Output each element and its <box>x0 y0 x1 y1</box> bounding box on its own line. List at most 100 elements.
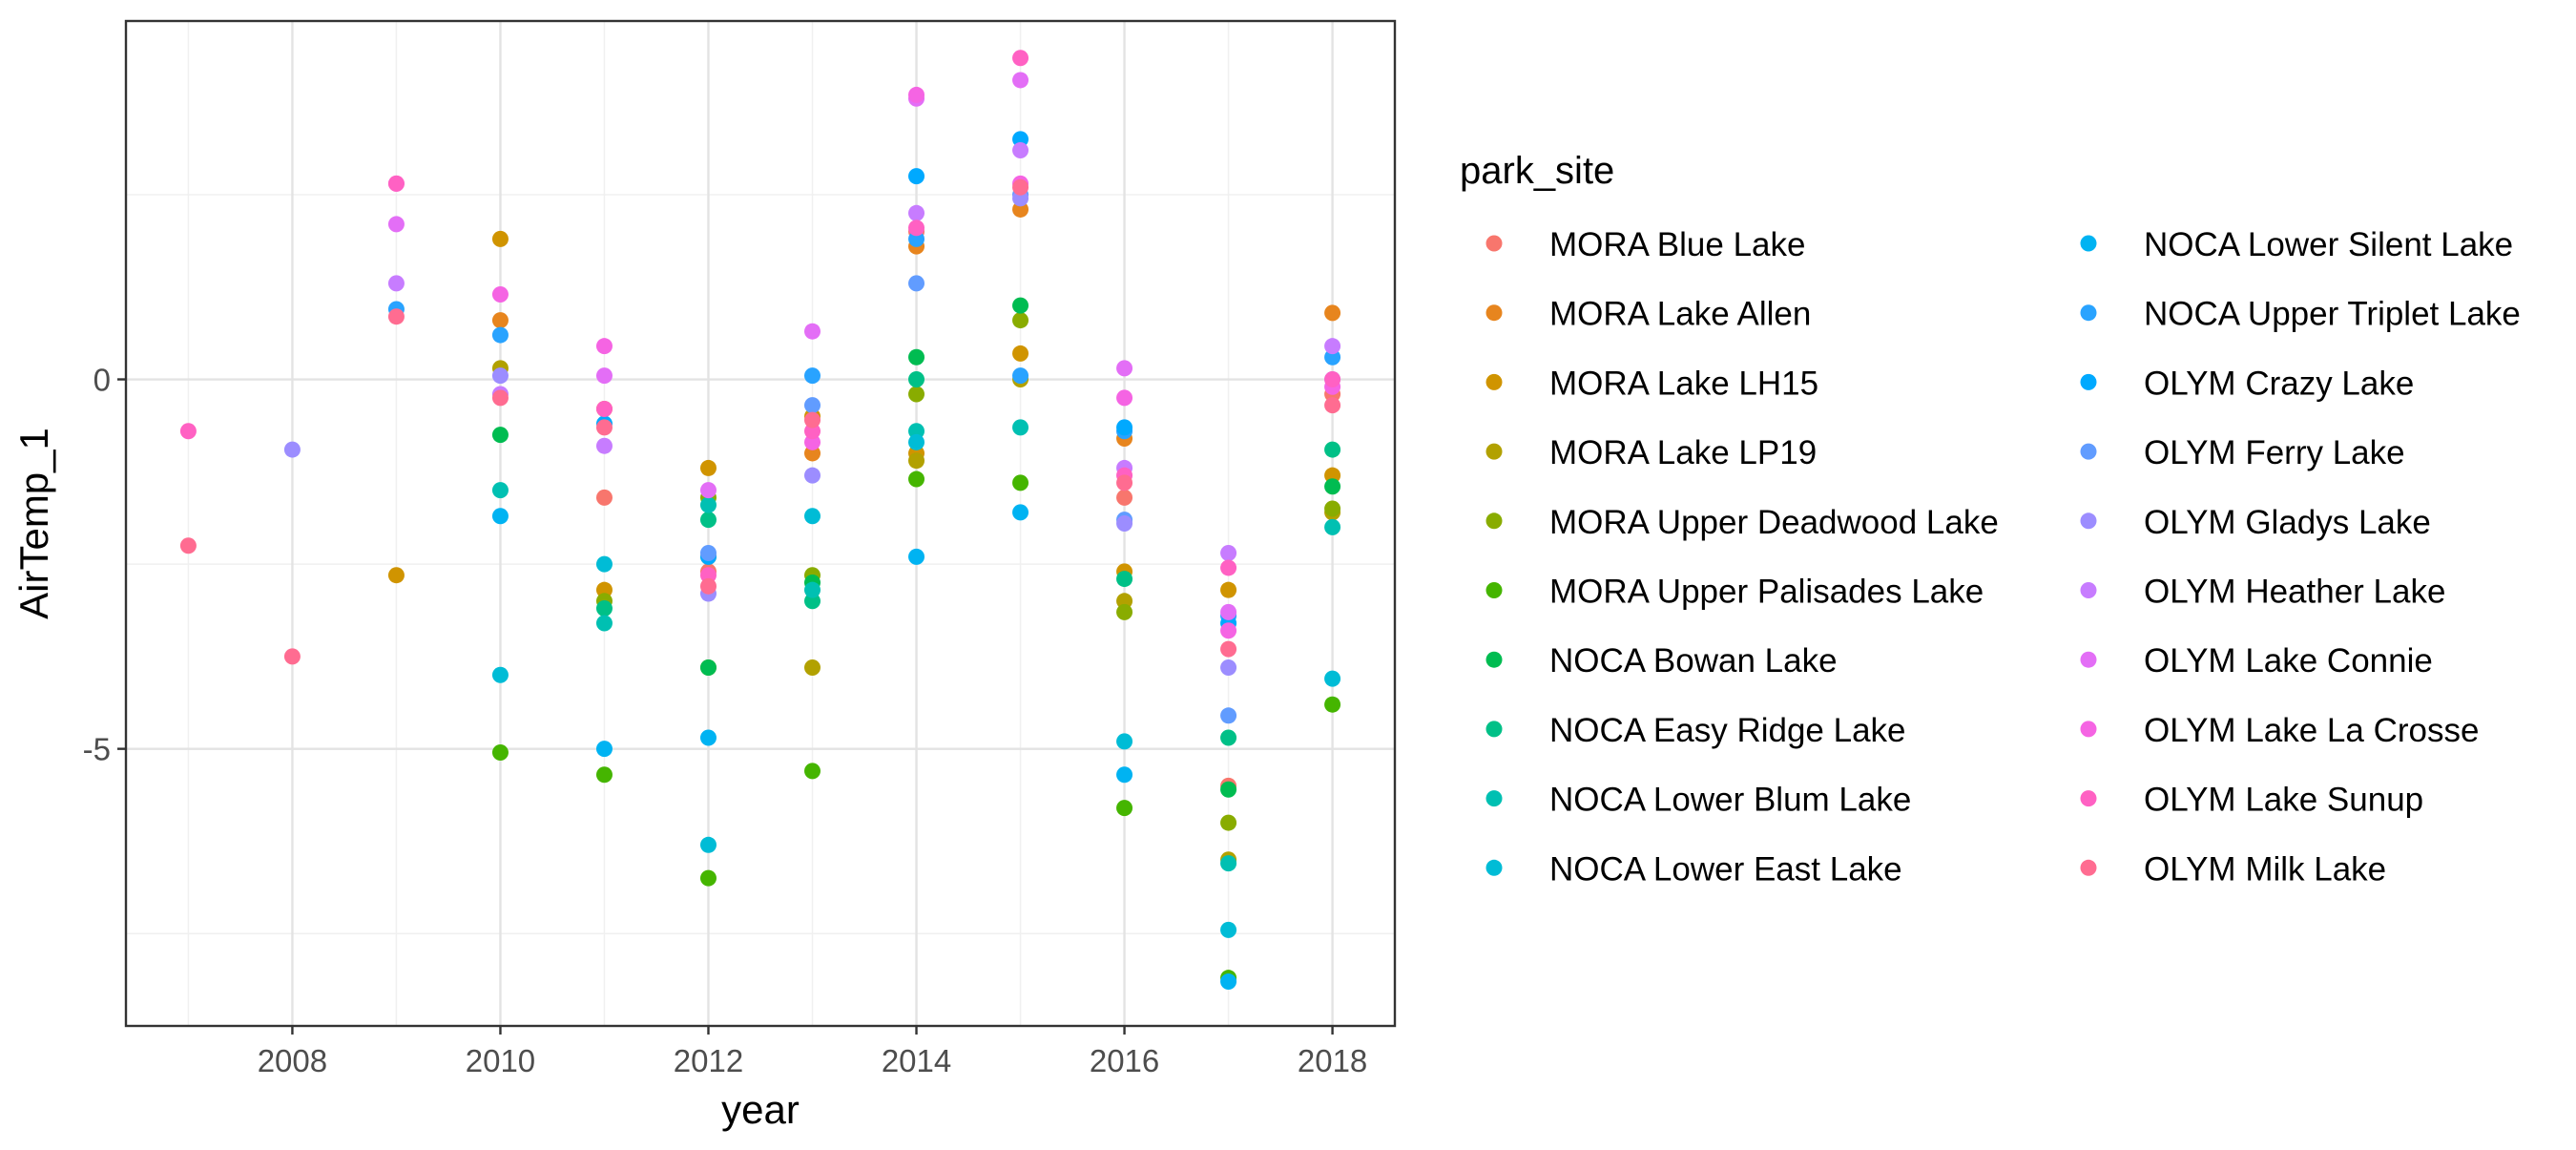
x-tick-label: 2010 <box>466 1043 535 1078</box>
data-point <box>595 489 613 506</box>
data-point <box>804 467 821 484</box>
data-point <box>699 577 717 595</box>
data-point <box>908 230 925 247</box>
data-point <box>1220 781 1237 798</box>
data-point <box>699 496 717 513</box>
data-point <box>1324 478 1341 495</box>
data-point <box>1012 178 1029 196</box>
data-point <box>908 386 925 403</box>
data-point <box>491 230 509 247</box>
data-point <box>1324 518 1341 535</box>
data-point <box>387 567 405 584</box>
data-point <box>1220 603 1237 620</box>
legend-key <box>1485 304 1503 322</box>
legend-title: park_site <box>1460 150 1614 192</box>
data-point <box>595 555 613 573</box>
data-point <box>595 419 613 436</box>
legend-label: NOCA Easy Ridge Lake <box>1549 712 1906 749</box>
data-point <box>699 544 717 561</box>
legend-key <box>1485 721 1503 738</box>
data-point <box>804 423 821 440</box>
axes: 2008 2010 2012 2014 2016 2018 -5 0 <box>83 363 1368 1078</box>
data-point <box>804 367 821 385</box>
plot-panel-border <box>124 19 1397 1028</box>
data-point <box>491 508 509 525</box>
legend-key <box>2080 304 2097 322</box>
data-point <box>908 371 925 388</box>
data-point <box>908 433 925 450</box>
data-point <box>1324 371 1341 388</box>
data-point <box>1116 800 1133 817</box>
data-point <box>1220 814 1237 831</box>
legend-label: OLYM Gladys Lake <box>2144 504 2431 541</box>
x-axis-title: year <box>721 1087 800 1132</box>
data-point <box>595 400 613 417</box>
data-point <box>1116 515 1133 532</box>
data-point <box>1324 670 1341 687</box>
data-point <box>908 423 925 440</box>
legend-label: OLYM Crazy Lake <box>2144 365 2414 402</box>
data-point <box>1220 729 1237 746</box>
legend-key <box>2080 443 2097 460</box>
legend-label: OLYM Lake La Crosse <box>2144 712 2479 749</box>
legend-label: MORA Upper Palisades Lake <box>1549 574 1984 611</box>
legend-key <box>1485 582 1503 598</box>
data-point <box>804 593 821 610</box>
data-point <box>699 729 717 746</box>
legend-key <box>2080 373 2097 390</box>
data-point <box>908 86 925 103</box>
data-point <box>1012 141 1029 158</box>
data-point <box>908 220 925 237</box>
data-point <box>908 348 925 366</box>
data-point <box>1012 131 1029 148</box>
data-point <box>908 470 925 488</box>
data-point <box>491 666 509 683</box>
data-point <box>699 512 717 529</box>
data-point <box>804 397 821 414</box>
legend-key <box>1485 373 1503 390</box>
data-point <box>699 567 717 584</box>
legend-key <box>2080 790 2097 807</box>
data-point <box>1116 389 1133 407</box>
data-point <box>1220 973 1237 991</box>
data-point <box>491 285 509 303</box>
data-point <box>804 763 821 780</box>
data-point <box>804 445 821 462</box>
data-point <box>595 581 613 598</box>
data-point <box>491 326 509 344</box>
x-tick-label: 2018 <box>1298 1043 1367 1078</box>
data-point <box>595 367 613 385</box>
data-point <box>387 308 405 325</box>
legend-label: OLYM Heather Lake <box>2144 574 2445 611</box>
data-point <box>595 615 613 632</box>
x-tick-label: 2008 <box>258 1043 327 1078</box>
data-point <box>1012 345 1029 362</box>
y-tick-label: 0 <box>93 363 111 398</box>
data-point <box>1324 441 1341 458</box>
legend-label: NOCA Lower Blum Lake <box>1549 782 1911 819</box>
legend-key <box>1485 790 1503 807</box>
legend-key <box>2080 651 2097 668</box>
data-point <box>1116 419 1133 436</box>
data-point <box>1324 304 1341 322</box>
data-point <box>1116 474 1133 491</box>
data-point <box>1116 593 1133 610</box>
data-point <box>804 323 821 340</box>
legend-key <box>1485 651 1503 668</box>
data-point <box>1220 581 1237 598</box>
legend-label: NOCA Bowan Lake <box>1549 642 1838 680</box>
data-point <box>804 508 821 525</box>
data-point <box>1012 190 1029 207</box>
data-point <box>1324 338 1341 355</box>
legend-key <box>1485 235 1503 252</box>
legend-label: MORA Lake Allen <box>1549 296 1811 333</box>
data-point <box>804 659 821 676</box>
legend-label: NOCA Lower East Lake <box>1549 850 1902 888</box>
data-point <box>699 459 717 476</box>
data-point <box>595 766 613 784</box>
data-point <box>387 275 405 292</box>
data-point <box>1012 367 1029 385</box>
legend-key <box>2080 859 2097 876</box>
data-point <box>595 338 613 355</box>
